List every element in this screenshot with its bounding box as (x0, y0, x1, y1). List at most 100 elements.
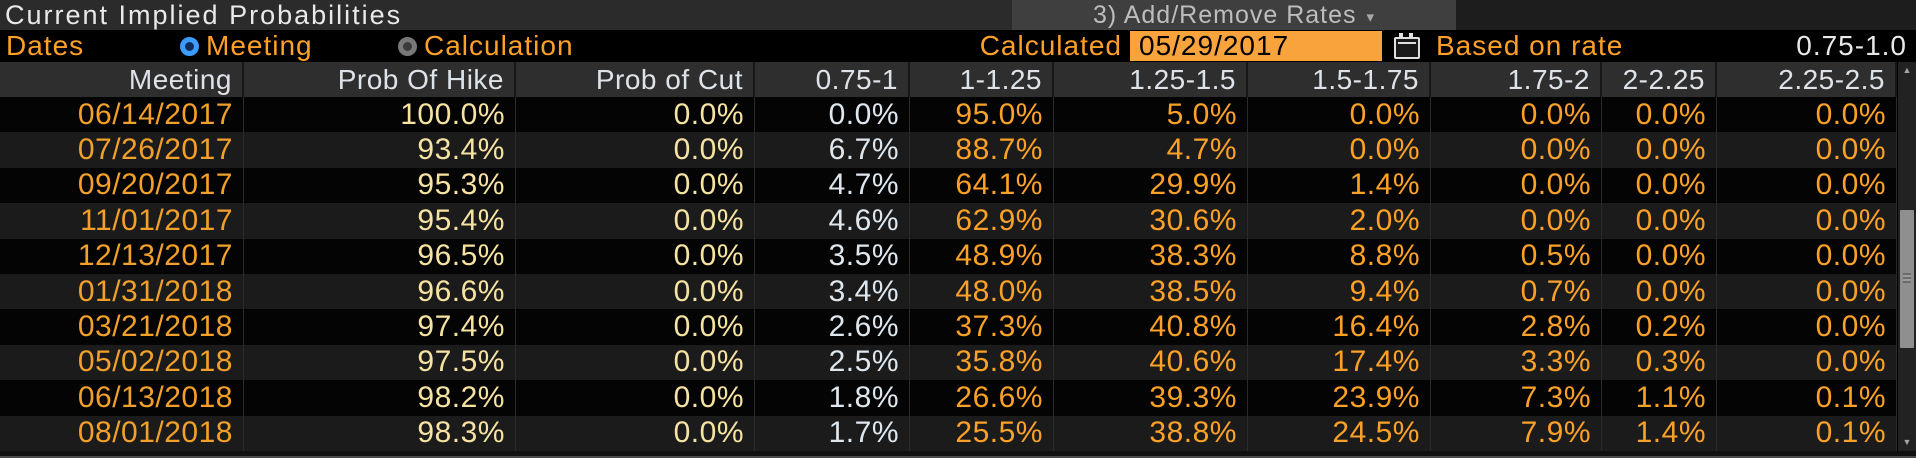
column-header-2-2-25[interactable]: 2-2.25 (1602, 62, 1717, 97)
column-header-1-75-2[interactable]: 1.75-2 (1431, 62, 1602, 97)
probability-cell: 48.9% (910, 238, 1054, 274)
probability-cell: 35.8% (910, 344, 1054, 381)
page-title: Current Implied Probabilities (5, 0, 403, 30)
table-row[interactable]: 06/13/2018 98.2% 0.0% 1.8% 26.6% 39.3% 23.9% 7.… (0, 380, 1897, 416)
probability-cell: 0.7% (1431, 273, 1602, 310)
table-row[interactable]: 09/20/2017 95.3% 0.0% 4.7% 64.1% 29.9% 1.4% 0.0… (0, 167, 1897, 204)
probability-cell: 3.5% (755, 238, 910, 274)
probability-cell: 0.0% (516, 167, 755, 204)
probability-cell: 0.0% (516, 273, 755, 310)
column-header-prob-of-hike[interactable]: Prob Of Hike (244, 62, 516, 97)
probability-cell: 0.0% (516, 238, 755, 274)
probability-cell: 1.7% (755, 415, 910, 451)
probability-cell: 0.0% (1602, 238, 1717, 274)
probability-cell: 30.6% (1054, 203, 1248, 239)
probability-cell: 40.6% (1054, 344, 1248, 381)
probability-cell: 0.0% (1717, 203, 1897, 239)
probability-cell: 2.0% (1248, 203, 1431, 239)
probability-cell: 64.1% (910, 167, 1054, 204)
probability-cell: 0.0% (516, 97, 755, 133)
calculated-date-input[interactable]: 05/29/2017 (1130, 31, 1382, 61)
probability-cell: 7.3% (1431, 380, 1602, 416)
meeting-date-cell: 09/20/2017 (0, 167, 244, 204)
probability-cell: 0.0% (1602, 203, 1717, 239)
column-header-0-75-1[interactable]: 0.75-1 (755, 62, 910, 97)
add-remove-rates-button[interactable]: 3) Add/Remove Rates ▾ (1012, 0, 1456, 30)
meeting-date-cell: 01/31/2018 (0, 273, 244, 310)
probability-cell: 2.5% (755, 344, 910, 381)
meeting-date-cell: 07/26/2017 (0, 132, 244, 168)
probability-cell: 4.7% (755, 167, 910, 204)
probability-cell: 0.0% (1431, 203, 1602, 239)
probability-cell: 0.0% (1602, 97, 1717, 133)
meeting-date-cell: 12/13/2017 (0, 238, 244, 274)
probability-cell: 96.6% (244, 273, 516, 310)
probability-cell: 4.6% (755, 203, 910, 239)
table-row[interactable]: 05/02/2018 97.5% 0.0% 2.5% 35.8% 40.6% 17.4% 3.… (0, 344, 1897, 381)
probability-cell: 0.0% (1431, 97, 1602, 133)
probability-cell: 62.9% (910, 203, 1054, 239)
probability-cell: 0.0% (1717, 97, 1897, 133)
probability-cell: 0.0% (516, 203, 755, 239)
table-row[interactable]: 01/31/2018 96.6% 0.0% 3.4% 48.0% 38.5% 9.4% 0.7… (0, 273, 1897, 310)
scroll-down-icon[interactable]: ▼ (1902, 437, 1912, 447)
probability-cell: 0.3% (1602, 344, 1717, 381)
probability-cell: 3.4% (755, 273, 910, 310)
meeting-date-cell: 06/14/2017 (0, 97, 244, 133)
table-row[interactable]: 08/01/2018 98.3% 0.0% 1.7% 25.5% 38.8% 24.5% 7.… (0, 415, 1897, 451)
table-row[interactable]: 12/13/2017 96.5% 0.0% 3.5% 48.9% 38.3% 8.8% 0.5… (0, 238, 1897, 274)
vertical-scrollbar[interactable]: ▲ ▼ (1897, 62, 1916, 451)
meeting-radio[interactable] (180, 37, 199, 56)
scrollbar-thumb[interactable] (1900, 210, 1914, 348)
chevron-down-icon: ▾ (1366, 8, 1376, 26)
calculation-radio[interactable] (398, 37, 417, 56)
probability-cell: 25.5% (910, 415, 1054, 451)
probability-cell: 1.4% (1248, 167, 1431, 204)
probability-cell: 0.0% (1717, 132, 1897, 168)
based-on-rate-value: 0.75-1.0 (1796, 30, 1907, 61)
column-header-1-1-25[interactable]: 1-1.25 (910, 62, 1054, 97)
probability-cell: 3.3% (1431, 344, 1602, 381)
probability-cell: 1.4% (1602, 415, 1717, 451)
probability-cell: 100.0% (244, 97, 516, 133)
calculation-radio-label[interactable]: Calculation (424, 30, 574, 61)
add-remove-rates-label: 3) Add/Remove Rates (1092, 0, 1357, 29)
calendar-icon-tab (1399, 33, 1403, 39)
scroll-up-icon[interactable]: ▲ (1902, 65, 1912, 75)
column-header-2-25-2-5[interactable]: 2.25-2.5 (1717, 62, 1897, 97)
calculated-label: Calculated (979, 30, 1122, 61)
table-row[interactable]: 06/14/2017 100.0% 0.0% 0.0% 95.0% 5.0% 0.0% 0.0… (0, 97, 1897, 133)
probability-cell: 0.0% (1717, 309, 1897, 345)
probability-cell: 0.0% (1717, 344, 1897, 381)
probability-cell: 0.0% (516, 380, 755, 416)
probability-cell: 0.0% (1431, 132, 1602, 168)
column-header-meeting[interactable]: Meeting (0, 62, 244, 97)
meeting-radio-label[interactable]: Meeting (206, 30, 313, 61)
based-on-rate-label: Based on rate (1436, 30, 1624, 61)
probability-cell: 0.1% (1717, 415, 1897, 451)
probability-cell: 98.2% (244, 380, 516, 416)
probability-cell: 6.7% (755, 132, 910, 168)
probability-cell: 17.4% (1248, 344, 1431, 381)
table-row[interactable]: 11/01/2017 95.4% 0.0% 4.6% 62.9% 30.6% 2.0% 0.0… (0, 203, 1897, 239)
table-row[interactable]: 07/26/2017 93.4% 0.0% 6.7% 88.7% 4.7% 0.0% 0.0%… (0, 132, 1897, 168)
column-header-1-5-1-75[interactable]: 1.5-1.75 (1248, 62, 1431, 97)
meeting-date-cell: 06/13/2018 (0, 380, 244, 416)
dates-label: Dates (6, 30, 85, 61)
table-row[interactable]: 03/21/2018 97.4% 0.0% 2.6% 37.3% 40.8% 16.4% 2.… (0, 309, 1897, 345)
control-bar: Dates Meeting Calculation Calculated 05/… (0, 30, 1916, 62)
probability-cell: 40.8% (1054, 309, 1248, 345)
column-header-prob-of-cut[interactable]: Prob of Cut (516, 62, 755, 97)
column-header-1-25-1-5[interactable]: 1.25-1.5 (1054, 62, 1248, 97)
meeting-date-cell: 03/21/2018 (0, 309, 244, 345)
probability-cell: 95.4% (244, 203, 516, 239)
probability-cell: 0.0% (1717, 273, 1897, 310)
meeting-date-cell: 05/02/2018 (0, 344, 244, 381)
probability-cell: 48.0% (910, 273, 1054, 310)
calendar-icon[interactable] (1392, 33, 1422, 59)
probability-cell: 26.6% (910, 380, 1054, 416)
title-bar-right-segment (1456, 0, 1916, 30)
title-bar: Current Implied Probabilities 3) Add/Rem… (0, 0, 1916, 30)
probability-cell: 37.3% (910, 309, 1054, 345)
